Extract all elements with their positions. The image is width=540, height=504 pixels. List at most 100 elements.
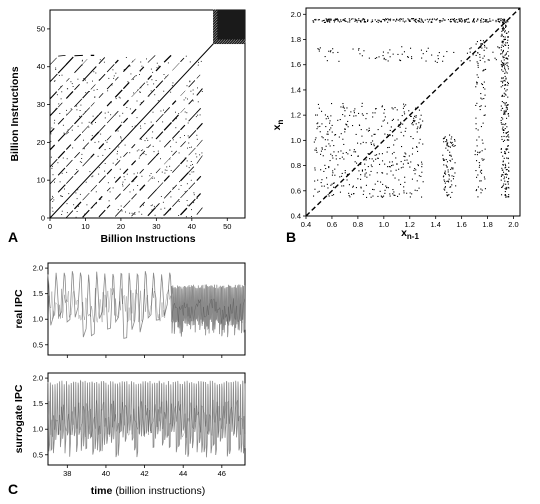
recurrence-point [71,83,73,85]
recurrence-point [66,212,68,214]
recurrence-point [110,102,112,104]
recurrence-segment [147,144,152,148]
return-map-point [391,119,393,121]
recurrence-point [81,161,83,163]
recurrence-segment [180,107,186,114]
return-map-point [501,69,503,71]
return-map-point [352,125,354,127]
return-map-point [329,18,331,20]
recurrence-point [150,90,152,92]
recurrence-segment [98,92,104,98]
return-map-point [355,19,357,21]
return-map-point [329,19,331,21]
recurrence-point [162,121,164,123]
return-map-point [323,21,325,23]
return-map-point [505,25,507,27]
return-map-point [313,141,315,143]
return-map-point [443,137,445,139]
return-map-point [418,122,420,124]
recurrence-segment [49,158,58,168]
return-map-point [352,186,354,188]
recurrence-point [160,196,162,197]
return-map-point [344,110,346,112]
return-map-point [433,18,435,20]
recurrence-point [76,169,78,170]
return-map-point [352,18,354,20]
return-map-point [403,103,405,105]
recurrence-point [91,206,93,208]
recurrence-segment [114,209,123,217]
recurrence-segment [131,75,136,81]
return-map-point [343,18,345,20]
return-map-point [506,126,508,128]
return-map-point [363,190,365,192]
recurrence-point [148,95,150,97]
return-map-point [397,53,399,55]
return-map-point [476,81,478,83]
return-map-point [445,164,447,166]
recurrence-point [134,125,136,127]
return-map-point [446,142,448,144]
return-map-point [394,139,396,141]
recurrence-point [50,140,52,142]
x-tick-label: 42 [140,469,148,478]
return-map-point [325,126,327,128]
recurrence-point [81,122,83,124]
return-map-point [348,184,350,186]
return-map-point [393,191,395,193]
return-map-point [458,18,460,20]
return-map-point [501,30,503,32]
return-map-point [434,60,436,62]
return-map-point [357,155,359,157]
return-map-point [504,84,506,86]
return-map-point [360,21,362,23]
recurrence-point [191,209,192,211]
return-map-point [508,115,510,117]
return-map-point [476,189,478,191]
return-map-point [416,146,418,148]
return-map-point [505,52,507,54]
return-map-point [396,109,398,111]
return-map-point [353,149,355,151]
return-map-point [335,155,337,157]
recurrence-point [64,188,65,190]
return-map-point [327,187,329,189]
plot-c2-marks [47,379,246,458]
return-map-point [504,63,506,65]
return-map-point [385,185,387,187]
return-map-point [472,54,474,56]
recurrence-segment [163,207,172,216]
return-map-point [358,112,360,114]
recurrence-point [113,75,115,77]
recurrence-point [175,127,177,129]
recurrence-segment [74,151,81,159]
return-map-point [327,115,329,117]
return-map-point [384,19,386,21]
recurrence-point [129,152,131,154]
return-map-point [411,193,413,195]
return-map-point [406,192,408,194]
return-map-point [339,176,341,178]
return-map-point [387,52,389,54]
recurrence-segment [155,80,164,89]
recurrence-point [146,137,148,139]
return-map-point [503,135,505,137]
return-map-point [354,18,356,20]
return-map-point [420,114,422,116]
return-map-point [326,177,328,179]
return-map-point [344,20,346,22]
recurrence-point [137,185,139,186]
return-map-point [488,59,490,61]
return-map-point [501,77,503,79]
return-map-point [321,123,323,125]
recurrence-point [126,101,128,103]
recurrence-point [197,101,199,103]
return-map-point [316,128,318,130]
y-tick-label: 1.5 [33,399,43,408]
return-map-point [451,167,453,169]
return-map-point [360,187,362,189]
return-map-point [335,158,337,160]
recurrence-point [184,135,185,136]
return-map-point [457,21,459,23]
return-map-point [361,105,363,107]
